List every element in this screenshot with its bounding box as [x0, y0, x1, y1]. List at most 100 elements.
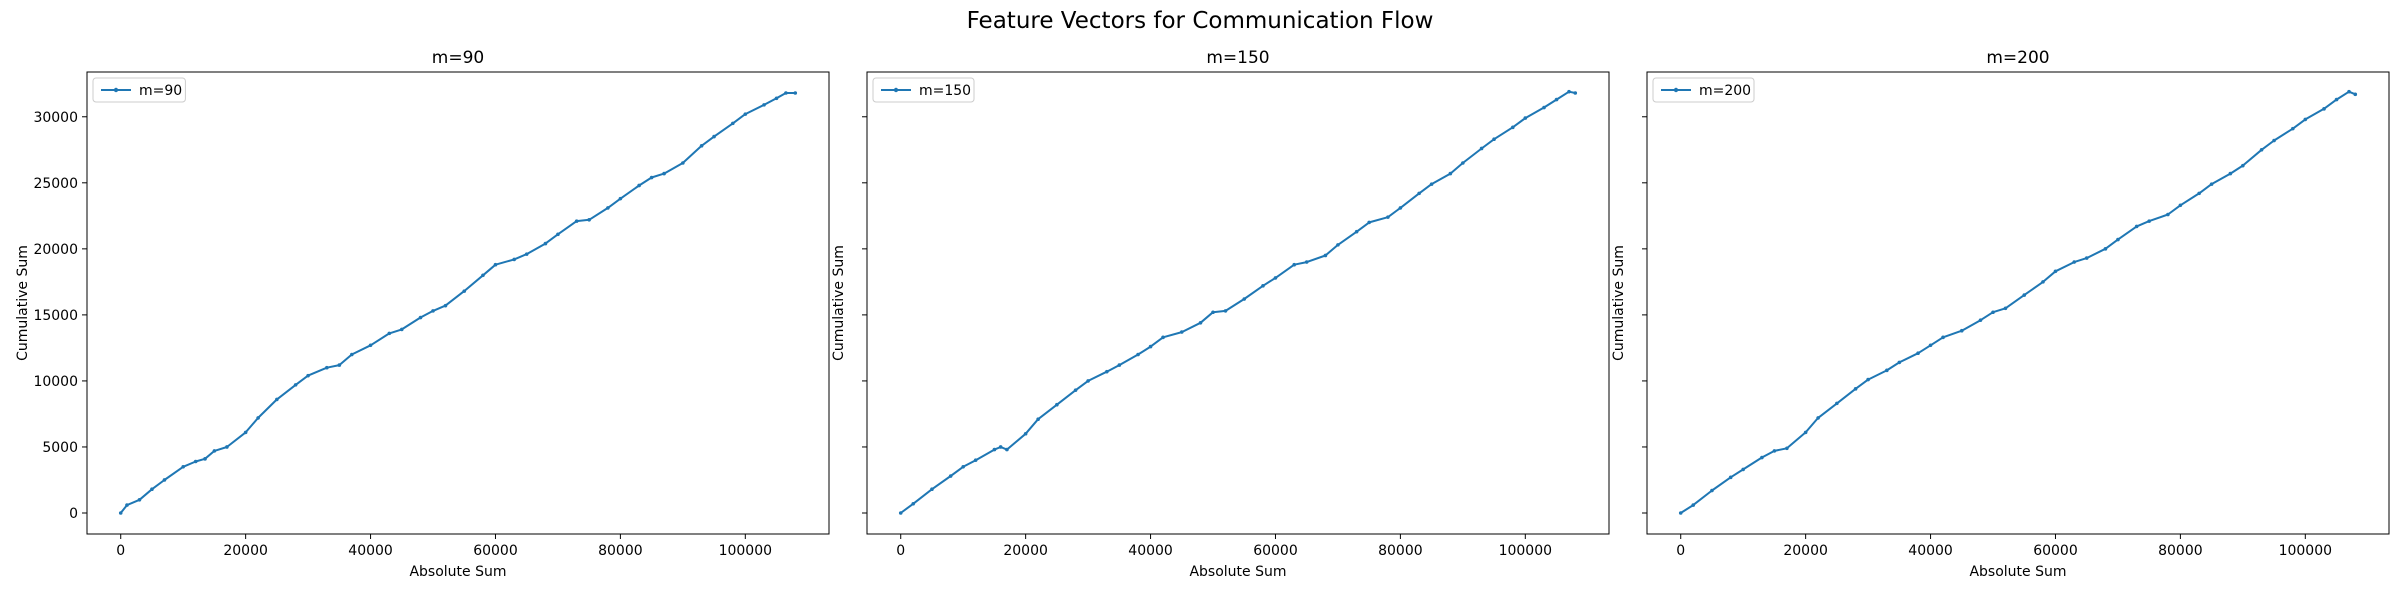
data-point: [1511, 125, 1515, 130]
x-tick-label: 100000: [1499, 543, 1552, 559]
data-point: [2303, 117, 2308, 122]
data-point: [911, 501, 916, 506]
subplot-panels: m=900 20000 40000 60000 80000 100000050001000…: [15, 48, 2390, 580]
data-point: [1292, 262, 1297, 267]
data-point: [2353, 92, 2358, 97]
axes-frame: [866, 71, 1610, 535]
y-tick-label: 25000: [33, 176, 78, 192]
y-tick-label: 30000: [33, 110, 78, 126]
data-point: [368, 343, 373, 348]
data-point: [606, 206, 610, 210]
data-point: [1198, 321, 1203, 325]
data-point: [1691, 503, 1696, 507]
legend: m=200: [1652, 77, 1755, 103]
data-point: [2334, 97, 2339, 102]
data-point: [1991, 310, 1995, 315]
figure-title: Feature Vectors for Communication Flow: [967, 8, 1434, 34]
data-point: [1105, 369, 1109, 374]
data-point: [2147, 219, 2151, 223]
data-point: [418, 315, 423, 320]
legend-box: [1652, 77, 1755, 103]
data-point: [699, 144, 704, 148]
data-point: [193, 459, 198, 464]
series-line-1: [900, 90, 1576, 514]
data-point: [1429, 182, 1434, 186]
panel-title: m=150: [1206, 48, 1269, 68]
data-point: [181, 464, 185, 469]
legend-label: m=90: [139, 83, 182, 99]
x-tick-label: 80000: [1378, 543, 1423, 559]
data-point: [1005, 447, 1009, 452]
data-point: [712, 134, 716, 139]
data-point: [1479, 146, 1484, 151]
data-point: [325, 365, 329, 370]
legend-marker: [1673, 87, 1679, 93]
data-point: [1573, 91, 1578, 95]
data-point: [2209, 182, 2214, 186]
data-point: [2197, 191, 2201, 196]
data-point: [2072, 260, 2077, 264]
chart-panel-1: m=90 0 20000 40000 60000 80000 100000 0 5000 1000…: [15, 48, 830, 580]
data-point: [1567, 89, 1571, 94]
data-point: [743, 112, 748, 116]
data-point: [543, 241, 548, 246]
data-point: [1772, 449, 1777, 453]
data-point: [1978, 318, 1983, 322]
data-point: [1055, 402, 1059, 407]
data-point: [2322, 107, 2326, 111]
data-point: [203, 457, 207, 461]
data-point: [1554, 97, 1559, 102]
x-tick-label: 100000: [2279, 543, 2332, 559]
data-point: [1710, 488, 1714, 493]
data-point: [1023, 431, 1028, 436]
data-point: [1816, 416, 1820, 420]
data-point: [512, 257, 517, 262]
data-point: [681, 161, 685, 165]
data-point: [1073, 388, 1078, 392]
data-point: [125, 503, 129, 507]
x-tick-label: 80000: [598, 543, 643, 559]
x-tick-label: 20000: [223, 543, 268, 559]
data-point: [1461, 161, 1465, 165]
data-point: [1136, 352, 1140, 357]
data-point: [1803, 430, 1808, 435]
axes-frame: [86, 71, 830, 535]
legend-marker: [893, 87, 899, 93]
data-point: [2228, 171, 2233, 176]
data-point: [2053, 269, 2058, 274]
x-tick-label: 0: [116, 543, 125, 559]
chart-panel-3: m=200 0 20000 40000 60000 80000 100000 Absolute…: [1611, 48, 2390, 580]
data-point: [1678, 511, 1683, 515]
data-point: [1036, 417, 1040, 422]
data-point: [2259, 147, 2264, 152]
legend-box: [92, 77, 186, 103]
x-tick-label: 0: [1676, 543, 1685, 559]
x-tick-label: 80000: [2158, 543, 2203, 559]
data-point: [1885, 368, 1889, 373]
data-point: [443, 303, 448, 308]
data-point: [2291, 126, 2295, 131]
data-point: [1928, 343, 1933, 348]
data-point: [1853, 387, 1858, 391]
x-tick-label: 40000: [348, 543, 393, 559]
data-point: [1785, 446, 1789, 451]
data-point: [118, 511, 123, 515]
data-point: [2347, 89, 2351, 94]
x-tick-label: 100000: [719, 543, 772, 559]
x-axis-label: Absolute Sum: [1969, 564, 2066, 580]
data-point: [2103, 247, 2108, 251]
data-point: [992, 447, 997, 452]
legend: m=150: [872, 77, 975, 103]
data-point: [574, 219, 579, 223]
y-tick-label: 10000: [33, 374, 78, 390]
axes-frame: [1646, 71, 2390, 535]
data-point: [1086, 379, 1090, 383]
data-point: [150, 487, 154, 492]
data-point: [2166, 212, 2170, 217]
data-point: [774, 96, 779, 101]
legend: m=90: [92, 77, 186, 103]
data-point: [1398, 206, 1403, 210]
legend-marker: [113, 87, 119, 93]
data-point: [649, 175, 654, 180]
